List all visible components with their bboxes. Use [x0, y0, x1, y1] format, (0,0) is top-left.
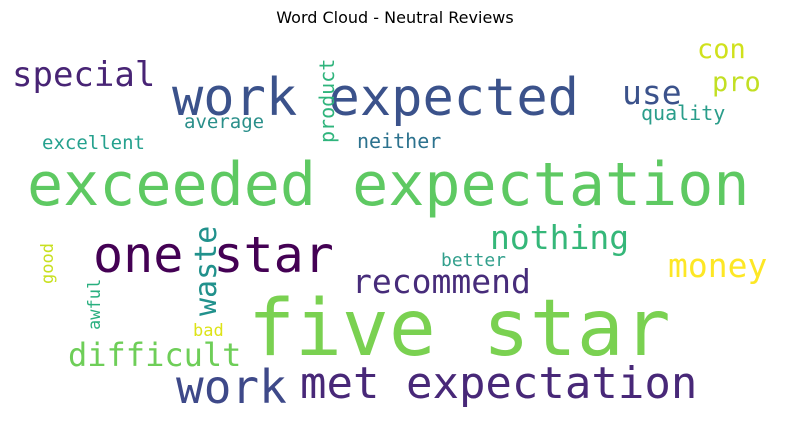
- word-special: special: [12, 55, 155, 95]
- word-money: money: [668, 246, 767, 285]
- word-recommend: recommend: [352, 262, 531, 301]
- word-good: good: [38, 243, 58, 284]
- word-average: average: [184, 111, 264, 133]
- word-waste: waste: [189, 226, 224, 316]
- word-work: work: [176, 360, 287, 414]
- word-better: better: [441, 250, 506, 271]
- word-difficult: difficult: [68, 336, 241, 374]
- word-product: product: [315, 59, 339, 143]
- word-quality: quality: [641, 101, 725, 125]
- word-layer: five star exceeded expectation work expect…: [12, 34, 767, 414]
- word-nothing: nothing: [490, 218, 629, 257]
- word-five-star: five star: [248, 284, 671, 374]
- word-neither: neither: [357, 129, 441, 153]
- word-awful: awful: [85, 279, 105, 330]
- word-pro: pro: [712, 67, 761, 98]
- word-con: con: [697, 34, 746, 65]
- word-bad: bad: [193, 321, 224, 341]
- word-excellent: excellent: [42, 132, 145, 154]
- word-work-expected: work expected: [172, 68, 579, 128]
- word-one-star: one star: [93, 226, 334, 284]
- word-use: use: [622, 73, 682, 112]
- chart-title: Word Cloud - Neutral Reviews: [276, 8, 514, 27]
- word-exceeded-expectation: exceeded expectation: [27, 150, 749, 220]
- word-met-expectation: met expectation: [300, 358, 697, 409]
